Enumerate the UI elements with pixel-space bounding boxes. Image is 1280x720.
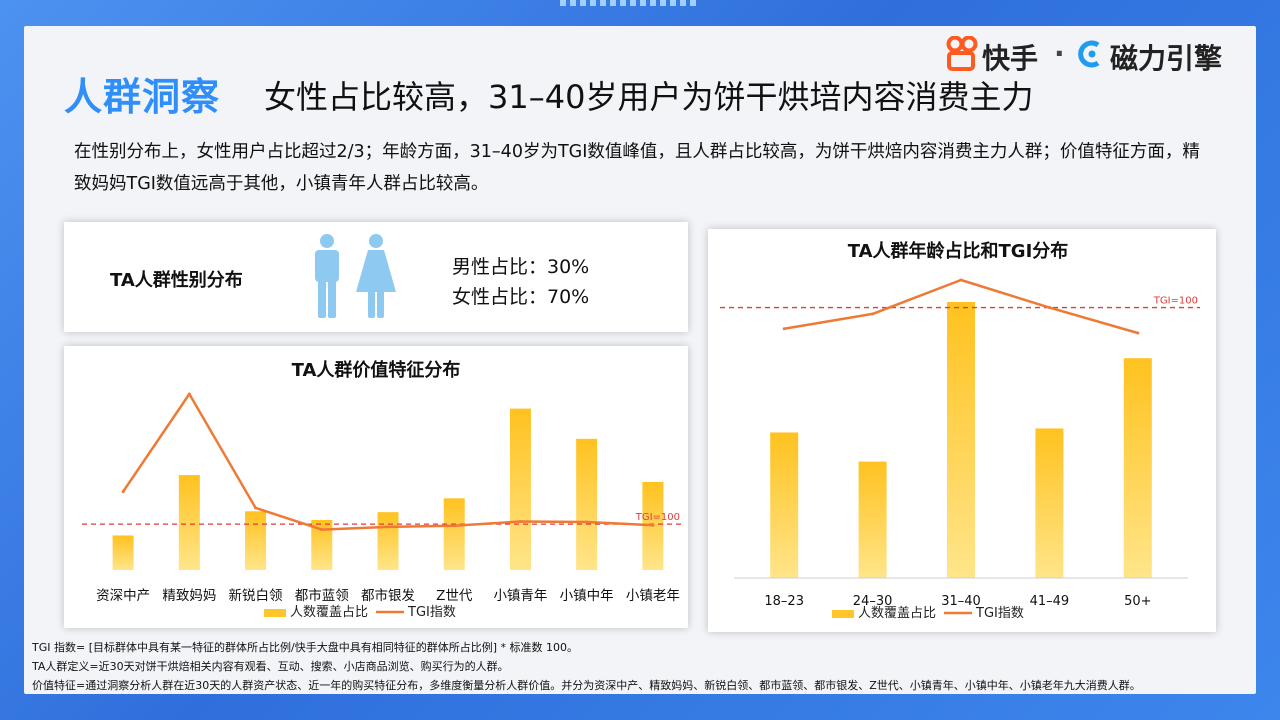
x-tick-label-2: 31–40 [941, 594, 981, 609]
kuaishou-logo: 快手 · 磁力引擎 [946, 34, 1246, 75]
legend-line-label: TGI指数 [407, 605, 456, 620]
note-ta: TA人群定义=近30天对饼干烘焙相关内容有观看、互动、搜索、小店商品浏览、购买行… [32, 660, 509, 673]
legend-bar-label: 人数覆盖占比 [858, 606, 936, 621]
x-tick-label-7: 小镇中年 [560, 588, 614, 604]
tgi-point-2 [959, 278, 963, 282]
tgi-point-0 [782, 327, 786, 331]
top-decoration [560, 0, 700, 6]
x-tick-label-5: Z世代 [436, 588, 473, 604]
chart-bar-7 [576, 438, 598, 570]
age-chart: TA人群年龄占比和TGI分布 TGI=100 18–23 24–30 31–40 41–4… [720, 240, 1200, 621]
chart-bar-3 [311, 519, 333, 570]
note-tgi: TGI 指数= [目标群体中具有某一特征的群体所占比例/快手大盘中具有相同特征的… [32, 641, 578, 654]
legend-bar-swatch [832, 610, 854, 618]
chart-bar-0 [112, 535, 134, 570]
kuaishou-icon [946, 36, 978, 71]
gender-panel: TA人群性别分布 男性占比：30% 女性占比：70% [64, 222, 688, 332]
intro-paragraph: 在性别分布上，女性用户占比超过2/3；年龄方面，31–40岁为TGI数值峰值，且… [74, 142, 1200, 194]
male-figure-icon [315, 234, 339, 318]
x-tick-label-0: 18–23 [764, 594, 804, 609]
footnotes: TGI 指数= [目标群体中具有某一特征的群体所占比例/快手大盘中具有相同特征的… [32, 638, 1252, 695]
x-tick-label-1: 精致妈妈 [162, 588, 216, 604]
chart-bar-5 [443, 498, 465, 570]
tgi-point-0 [121, 490, 125, 494]
legend-line-label: TGI指数 [975, 606, 1024, 621]
chart-bar-1 [178, 475, 200, 570]
tgi-point-3 [1047, 306, 1051, 310]
value-chart-panel: TA人群价值特征分布 TGI=100 资深中产 精致妈妈 新锐白领 都市蓝领 都市银发 Z世代… [64, 346, 688, 628]
x-tick-label-3: 都市蓝领 [295, 587, 349, 604]
tgi-reference-label: TGI=100 [1153, 296, 1198, 307]
tgi-point-1 [871, 312, 875, 316]
x-tick-label-6: 小镇青年 [493, 588, 547, 604]
chart-bar-1 [858, 461, 887, 578]
x-tick-label-8: 小镇老年 [626, 588, 680, 604]
logo-separator: · [1054, 37, 1065, 70]
age-chart-panel: TA人群年龄占比和TGI分布 TGI=100 18–23 24–30 31–40 41–4… [708, 229, 1216, 632]
chart-bar-3 [1035, 428, 1064, 578]
tgi-point-4 [386, 525, 390, 529]
note-value: 价值特征=通过洞察分析人群在近30天的人群资产状态、近一年的购买特征分布，多维度… [32, 679, 1141, 692]
tgi-point-1 [187, 392, 191, 396]
x-tick-label-3: 41–49 [1030, 594, 1070, 609]
tgi-point-3 [320, 528, 324, 532]
chart-bar-2 [245, 511, 267, 570]
title-keyword: 人群洞察 [64, 75, 221, 119]
page-title: 女性占比较高，31–40岁用户为饼干烘培内容消费主力 [264, 78, 1034, 116]
x-tick-label-4: 50+ [1124, 594, 1151, 609]
chart-bar-6 [509, 408, 531, 570]
male-ratio: 男性占比：30% [452, 256, 590, 278]
tgi-point-2 [254, 506, 258, 510]
chart-bar-2 [947, 302, 975, 578]
legend-bar-label: 人数覆盖占比 [290, 605, 368, 620]
tgi-point-4 [1136, 331, 1140, 335]
cili-engine-icon [1078, 40, 1100, 68]
legend-bar-swatch [264, 609, 286, 617]
female-ratio: 女性占比：70% [452, 286, 590, 308]
tgi-line [122, 392, 653, 531]
male-female-icon [315, 234, 396, 318]
chart-title: TA人群价值特征分布 [292, 359, 461, 381]
tgi-point-8 [651, 523, 655, 527]
tgi-point-6 [518, 519, 522, 523]
chart-bar-4 [1123, 358, 1152, 578]
chart-bar-4 [377, 512, 399, 570]
tgi-point-7 [585, 520, 589, 524]
x-tick-label-2: 新锐白领 [229, 588, 283, 604]
chart-title: TA人群年龄占比和TGI分布 [848, 240, 1069, 262]
tgi-point-5 [452, 524, 456, 528]
logo-brand: 快手 [982, 42, 1039, 75]
female-figure-icon [356, 234, 396, 318]
x-tick-label-1: 24–30 [853, 594, 893, 609]
x-tick-label-0: 资深中产 [96, 588, 150, 604]
gender-panel-title: TA人群性别分布 [110, 270, 243, 291]
tgi-reference-label: TGI=100 [635, 512, 680, 523]
chart-bar-0 [770, 432, 799, 578]
x-tick-label-4: 都市银发 [361, 587, 415, 604]
logo-sub: 磁力引擎 [1110, 42, 1223, 75]
value-chart: TA人群价值特征分布 TGI=100 资深中产 精致妈妈 新锐白领 都市蓝领 都市银发 Z世代… [82, 359, 682, 620]
